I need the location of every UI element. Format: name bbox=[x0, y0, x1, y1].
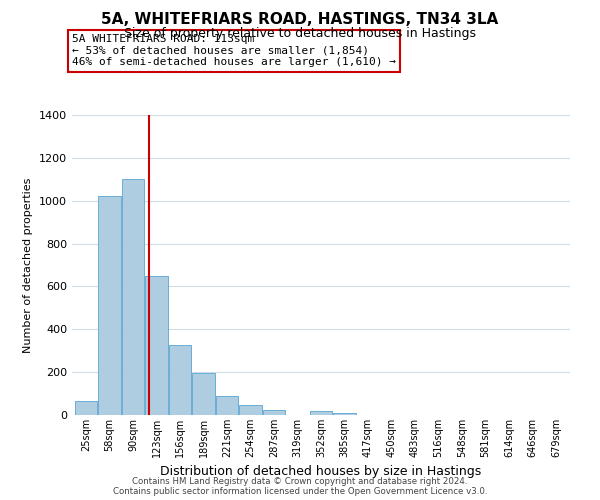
Text: Contains HM Land Registry data © Crown copyright and database right 2024.: Contains HM Land Registry data © Crown c… bbox=[132, 477, 468, 486]
Bar bbox=[263, 410, 285, 415]
Bar bbox=[310, 410, 332, 415]
Bar bbox=[216, 396, 238, 415]
Bar bbox=[193, 373, 215, 415]
Text: Size of property relative to detached houses in Hastings: Size of property relative to detached ho… bbox=[124, 28, 476, 40]
Bar bbox=[334, 413, 356, 415]
Bar bbox=[145, 276, 168, 415]
Bar bbox=[169, 346, 191, 415]
Bar bbox=[75, 401, 97, 415]
Y-axis label: Number of detached properties: Number of detached properties bbox=[23, 178, 34, 352]
Bar bbox=[239, 404, 262, 415]
Text: Contains public sector information licensed under the Open Government Licence v3: Contains public sector information licen… bbox=[113, 487, 487, 496]
Text: 5A, WHITEFRIARS ROAD, HASTINGS, TN34 3LA: 5A, WHITEFRIARS ROAD, HASTINGS, TN34 3LA bbox=[101, 12, 499, 28]
Bar bbox=[122, 180, 144, 415]
X-axis label: Distribution of detached houses by size in Hastings: Distribution of detached houses by size … bbox=[160, 466, 482, 478]
Bar bbox=[98, 196, 121, 415]
Text: 5A WHITEFRIARS ROAD: 113sqm
← 53% of detached houses are smaller (1,854)
46% of : 5A WHITEFRIARS ROAD: 113sqm ← 53% of det… bbox=[72, 34, 396, 67]
